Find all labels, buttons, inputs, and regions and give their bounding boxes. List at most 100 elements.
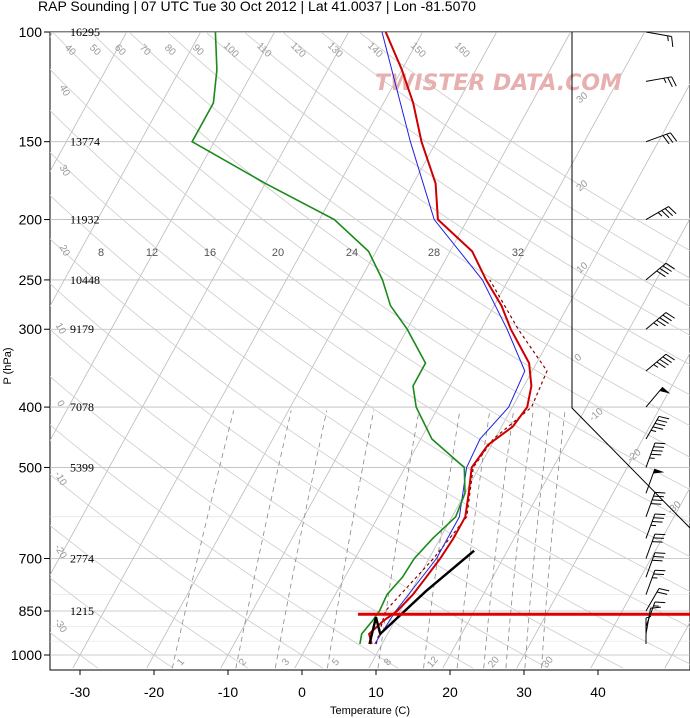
wind-barb-flag <box>653 573 664 576</box>
x-tick-label: 20 <box>442 684 458 700</box>
dry-adiabat-line <box>50 577 174 669</box>
height-label: 10448 <box>70 273 100 287</box>
wind-barb-flag <box>665 353 675 361</box>
wind-barb-flag <box>650 453 662 456</box>
wind-barb-staff <box>645 513 656 539</box>
height-label: 5399 <box>70 460 94 474</box>
wind-barb-flag <box>652 521 663 523</box>
wind-barb-flag <box>659 358 669 366</box>
moist-adiabat-label: 1 <box>175 656 187 668</box>
wind-barb-flag <box>661 210 670 219</box>
mixing-ratio-line <box>456 410 491 669</box>
isotherm-line <box>294 32 646 669</box>
wind-barb-flag <box>654 569 666 572</box>
x-tick-label: 0 <box>298 684 306 700</box>
x-tick-label: 30 <box>516 684 532 700</box>
wind-barb-flag <box>652 426 664 430</box>
mixing-ratio-line <box>377 410 420 669</box>
wind-barb-flag <box>653 537 664 539</box>
mixing-ratio-label: 20 <box>272 247 284 259</box>
mixing-ratio-label: 8 <box>98 247 104 259</box>
mixing-ratio-line <box>235 410 292 669</box>
moist-adiabat-label: 5 <box>330 656 342 668</box>
mixing-ratio-label: 24 <box>346 247 358 259</box>
mixing-ratio-line <box>274 410 328 669</box>
wind-barb-flag <box>654 491 666 494</box>
chart-title: RAP Sounding | 07 UTC Tue 30 Oct 2012 | … <box>38 0 476 14</box>
wind-barb-half-flag <box>667 35 669 42</box>
wind-barb-flag <box>652 450 663 452</box>
wind-barb-staff <box>645 312 667 330</box>
mixing-ratio-label: 16 <box>204 247 216 259</box>
dry-adiabat-label: 20 <box>57 243 72 259</box>
x-tick-label: 40 <box>590 684 606 700</box>
mixing-ratio-label: 32 <box>512 247 524 259</box>
wind-barb-staff <box>645 416 660 440</box>
temperature-line <box>367 32 533 645</box>
wind-barb-staff <box>645 601 656 627</box>
wind-barb-flag <box>659 317 669 324</box>
wind-barb-flag <box>671 76 677 87</box>
wind-barb-staff <box>645 76 672 82</box>
dry-adiabat-line <box>52 32 690 491</box>
pressure-tick-label: 300 <box>19 321 43 337</box>
wind-barb-staff <box>645 552 656 578</box>
pressure-tick-label: 500 <box>19 459 43 475</box>
moist-adiabat-label: 8 <box>382 656 394 668</box>
dry-adiabat-line <box>90 32 690 458</box>
wind-barb-half-flag <box>653 322 659 327</box>
dry-adiabat-line <box>128 32 690 427</box>
isotherm-line <box>50 32 128 173</box>
mixing-ratio-line <box>541 410 566 669</box>
pressure-tick-label: 1000 <box>11 647 42 663</box>
wind-barb-staff <box>645 588 660 612</box>
pressure-tick-label: 150 <box>19 134 43 150</box>
dry-adiabat-label: 30 <box>57 163 72 179</box>
pressure-tick-label: 250 <box>19 272 43 288</box>
dry-adiabat-line <box>50 375 474 669</box>
mixing-ratio-line <box>505 410 534 669</box>
wind-barb-flag <box>670 132 678 142</box>
wind-barb-staff <box>645 468 656 494</box>
dry-adiabat-line <box>50 151 690 592</box>
isotherm-line <box>50 32 350 576</box>
wind-barb-staff <box>645 262 667 281</box>
wind-barb-half-flag <box>650 429 657 432</box>
wind-barb-flag <box>652 559 663 562</box>
wind-barb-pennant <box>659 387 671 394</box>
mixing-ratio-line <box>327 410 375 669</box>
wind-barb-flag <box>652 499 663 501</box>
pressure-tick-label: 100 <box>19 24 43 40</box>
x-axis-label: Temperature (C) <box>330 705 410 717</box>
wind-barb-half-flag <box>657 212 663 217</box>
wind-barb-flag <box>658 588 670 592</box>
wind-barb-flag <box>654 422 666 427</box>
wind-barb-flag <box>656 270 666 278</box>
pressure-tick-label: 400 <box>19 399 43 415</box>
dry-adiabat-line <box>50 238 690 665</box>
x-tick-label: -30 <box>70 684 90 700</box>
wind-barb-flag <box>658 415 670 420</box>
x-tick-label: -20 <box>144 684 164 700</box>
height-label: 9179 <box>70 322 94 336</box>
wind-barb-staff <box>645 353 667 372</box>
wind-barb-half-flag <box>653 364 659 368</box>
isotherm-line <box>368 83 690 669</box>
wind-barb-staff <box>645 570 656 595</box>
dry-adiabat-line <box>205 32 690 366</box>
watermark: TWISTER DATA.COM <box>375 71 622 96</box>
wind-barb-flag <box>656 361 666 369</box>
wind-barb-flag <box>665 312 675 319</box>
wind-barb-flag <box>671 36 674 47</box>
dry-adiabat-label: 10 <box>53 321 68 337</box>
plot-layer <box>191 32 690 645</box>
dry-adiabat-line <box>282 32 690 307</box>
wind-panel-outline <box>571 32 690 529</box>
height-label: 1215 <box>70 604 94 618</box>
wind-barb-flag <box>654 513 666 516</box>
moist-adiabat-label: 3 <box>280 656 292 668</box>
mixing-ratio-line <box>483 410 514 669</box>
wind-barb-staff <box>645 132 671 143</box>
dry-adiabat-label: 40 <box>57 83 72 99</box>
dry-adiabat-line <box>50 109 690 558</box>
